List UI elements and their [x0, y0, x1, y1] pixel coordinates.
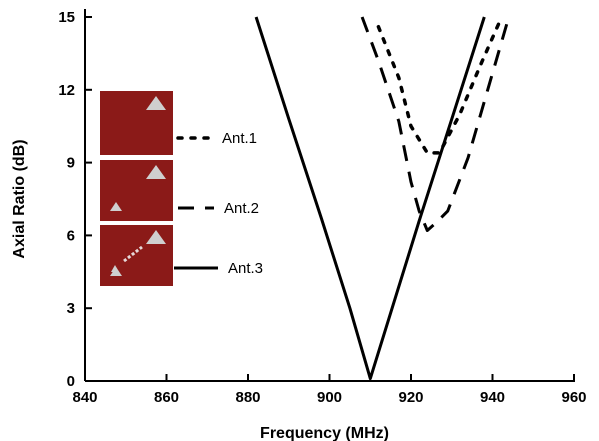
- patch-triangle-small: [111, 265, 119, 272]
- y-tick-label: 0: [67, 373, 75, 390]
- legend-label-ant2: Ant.2: [224, 200, 259, 217]
- x-tick-label: 900: [317, 389, 342, 406]
- x-tick-label: 940: [480, 389, 505, 406]
- series-line-ant1: [376, 17, 503, 155]
- x-tick-label: 840: [72, 389, 97, 406]
- antenna-substrate: [100, 225, 173, 286]
- y-tick-label: 9: [67, 155, 75, 172]
- patch-triangle-large: [146, 96, 166, 110]
- x-tick-label: 860: [154, 389, 179, 406]
- y-tick-label: 3: [67, 300, 75, 317]
- antenna-image-ant1: [100, 91, 173, 155]
- y-tick-label: 15: [58, 9, 75, 26]
- axes: 840 860 880 900 920 940 960 0 3 6 9 12 15 Frequency (…: [11, 9, 587, 441]
- legend: Ant.1 Ant.2 Ant.3: [100, 91, 263, 286]
- antenna-substrate: [100, 91, 173, 155]
- diagonal-strip: [123, 245, 143, 263]
- series-line-ant2: [360, 16, 511, 232]
- antenna-image-ant2: [100, 160, 173, 221]
- patch-triangle-large: [146, 230, 166, 244]
- series-layer: [254, 16, 511, 381]
- x-tick-label: 880: [235, 389, 260, 406]
- legend-label-ant1: Ant.1: [222, 130, 257, 147]
- x-tick-label: 960: [561, 389, 586, 406]
- y-tick-label: 6: [67, 227, 75, 244]
- antenna-image-ant3: [100, 225, 173, 286]
- antenna-substrate: [100, 160, 173, 221]
- x-tick-label: 920: [398, 389, 423, 406]
- series-line-ant3: [254, 16, 486, 381]
- y-tick-label: 12: [58, 82, 75, 99]
- y-axis-title: Axial Ratio (dB): [11, 139, 28, 258]
- legend-label-ant3: Ant.3: [228, 260, 263, 277]
- x-axis-title: Frequency (MHz): [260, 425, 389, 441]
- patch-triangle-large: [146, 165, 166, 179]
- patch-triangle-small: [110, 202, 122, 211]
